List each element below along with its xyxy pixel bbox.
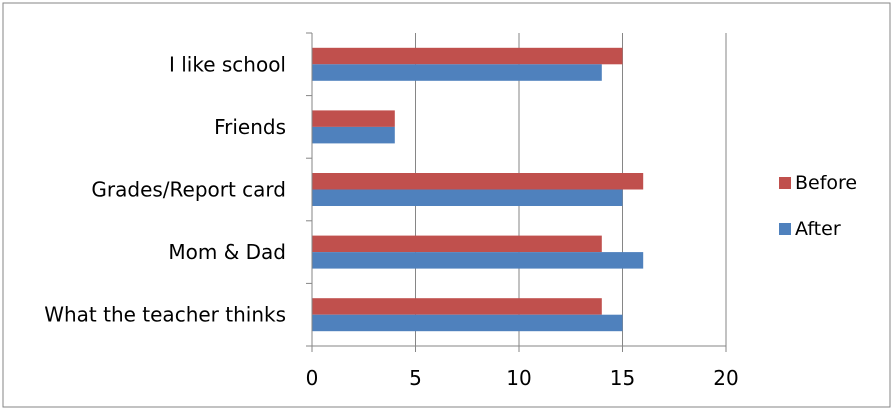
legend-label-after: After xyxy=(795,218,841,240)
bar-before xyxy=(312,235,602,253)
bar-after xyxy=(312,252,644,269)
category-label: What the teacher thinks xyxy=(44,303,286,327)
legend-swatch-after xyxy=(779,223,791,235)
bar-after xyxy=(312,64,602,81)
x-tick-label: 0 xyxy=(306,366,319,390)
legend-swatch-before xyxy=(779,177,791,189)
x-tick-label: 5 xyxy=(409,366,422,390)
bars xyxy=(312,47,644,332)
legend-label-before: Before xyxy=(795,172,857,194)
category-label: Grades/Report card xyxy=(91,178,286,202)
bar-before xyxy=(312,47,623,65)
x-tick-label: 15 xyxy=(610,366,635,390)
bar-before xyxy=(312,298,602,315)
category-label: Mom & Dad xyxy=(168,240,286,264)
x-tick-label: 10 xyxy=(506,366,531,390)
category-label: I like school xyxy=(169,52,286,76)
bar-before xyxy=(312,110,395,127)
legend: Before After xyxy=(779,172,857,240)
labels: I like school Friends Grades/Report card Mo… xyxy=(44,52,739,390)
bar-after xyxy=(312,189,623,206)
bar-before xyxy=(312,173,644,190)
x-tick-label: 20 xyxy=(713,366,738,390)
bar-after xyxy=(312,126,395,144)
bar-after xyxy=(312,314,623,332)
axes xyxy=(306,32,727,352)
category-label: Friends xyxy=(214,115,286,139)
